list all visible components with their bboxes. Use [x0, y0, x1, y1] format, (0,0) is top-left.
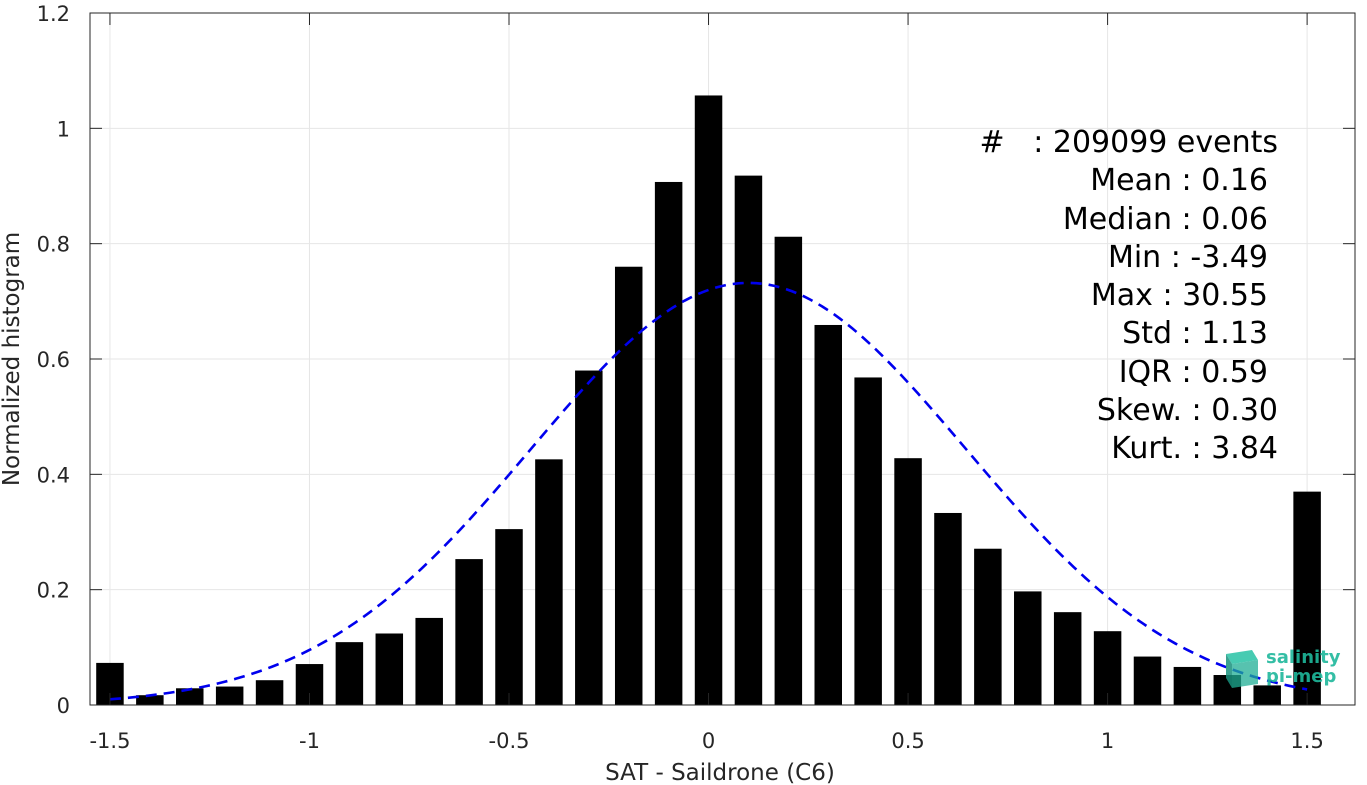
stat-kurt: Kurt. : 3.84: [1111, 431, 1278, 467]
y-tick-label: 0: [57, 694, 70, 718]
y-tick-label: 0.4: [37, 463, 70, 487]
y-tick-label: 0.6: [37, 348, 70, 372]
x-tick-label: 1: [1101, 729, 1114, 753]
x-axis-label: SAT - Saildrone (C6): [605, 760, 835, 785]
histogram-bar: [894, 458, 922, 705]
histogram-bar: [1173, 666, 1202, 705]
histogram-bar: [814, 324, 842, 705]
y-tick-label: 1.2: [37, 2, 70, 26]
histogram-bar: [415, 617, 443, 705]
stat-count: # : 209099 events: [979, 125, 1278, 160]
histogram-bar: [1253, 685, 1281, 705]
x-tick-label: 0: [702, 729, 715, 753]
salinity-pimep-logo: salinity pi-mep: [1222, 646, 1350, 694]
stat-std: Std : 1.13: [1122, 316, 1268, 352]
axis-ticks: [90, 12, 1355, 706]
histogram-bar: [694, 95, 723, 706]
histogram-bar: [934, 512, 962, 705]
stat-min: Min : -3.49: [1107, 239, 1268, 275]
histogram-bar: [335, 642, 364, 705]
histogram-bar: [1053, 612, 1082, 705]
histogram-bar: [1093, 631, 1122, 705]
histogram-bar: [1014, 591, 1042, 705]
x-tick-label: -1.5: [89, 729, 130, 753]
x-tick-label: -0.5: [489, 729, 530, 753]
stat-mean: Mean : 0.16: [1090, 163, 1268, 199]
histogram-bar: [734, 175, 763, 705]
y-tick-label: 1: [57, 117, 70, 141]
x-tick-label: 1.5: [1290, 729, 1323, 753]
histogram-bars: [96, 95, 1321, 706]
histogram-bar: [495, 529, 523, 705]
y-tick-label: 0.2: [37, 579, 70, 603]
normal-fit-curve: [109, 281, 1308, 701]
histogram-bar: [1293, 491, 1321, 705]
y-tick-labels: 0 0.2 0.4 0.6 0.8 1 1.2: [37, 2, 70, 718]
histogram-bar: [854, 377, 882, 705]
x-tick-label: 0.5: [891, 729, 924, 753]
histogram-bar: [774, 236, 803, 705]
y-axis-label: Normalized histogram: [0, 232, 25, 486]
logo-cube-icon: [1226, 650, 1258, 688]
histogram-bar: [575, 370, 603, 705]
histogram-bar: [1133, 656, 1162, 705]
logo-text: salinity pi-mep: [1266, 648, 1341, 686]
histogram-bar: [654, 181, 683, 706]
stat-median: Median : 0.06: [1062, 201, 1268, 237]
statistics-box: # : 209099 events Mean : 0.16 Median : 0…: [979, 124, 1278, 469]
histogram-bar: [215, 686, 244, 705]
histogram-bar: [176, 688, 204, 705]
stat-max: Max : 30.55: [1090, 278, 1268, 314]
logo-line-2: pi-mep: [1266, 666, 1337, 687]
x-tick-labels: -1.5 -1 -0.5 0 0.5 1 1.5: [89, 729, 1323, 753]
histogram-bar: [535, 459, 563, 705]
x-tick-label: -1: [299, 729, 320, 753]
histogram-bar: [974, 548, 1002, 705]
stat-skew: Skew. : 0.30: [1096, 393, 1278, 429]
histogram-bar: [136, 695, 164, 705]
logo-line-1: salinity: [1266, 647, 1341, 668]
stat-iqr: IQR : 0.59: [1118, 354, 1268, 390]
histogram-bar: [455, 559, 483, 705]
histogram-bar: [375, 633, 404, 705]
y-tick-label: 0.8: [37, 233, 70, 257]
histogram-bar: [255, 680, 284, 705]
histogram-bar: [614, 266, 643, 705]
